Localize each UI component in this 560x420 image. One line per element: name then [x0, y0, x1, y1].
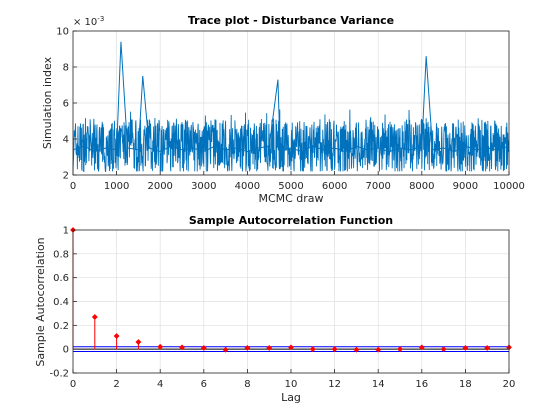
trace-x-tick-label: 10000: [493, 181, 525, 192]
acf-y-ticks: -0.2 0 0.2 0.4 0.6 0.8 1: [49, 226, 77, 380]
trace-y-label: Simulation index: [41, 56, 54, 149]
acf-stem-marker: [397, 346, 403, 353]
trace-noise-line: [72, 109, 510, 172]
trace-x-tick-label: 3000: [191, 181, 216, 192]
trace-x-tick-label: 5000: [278, 181, 303, 192]
acf-x-tick-label: 20: [503, 379, 516, 390]
acf-stem-marker: [200, 345, 207, 351]
acf-stem-marker: [113, 333, 120, 339]
acf-x-tick-label: 12: [328, 379, 341, 390]
trace-series: [72, 41, 510, 172]
acf-x-tick-label: 18: [459, 379, 472, 390]
acf-stem-marker: [157, 343, 164, 350]
acf-x-label: Lag: [281, 391, 301, 404]
acf-x-tick-label: 14: [372, 379, 385, 390]
acf-stem-marker: [135, 339, 142, 345]
trace-x-tick-label: 2000: [147, 181, 172, 192]
acf-x-tick-label: 10: [285, 379, 298, 390]
acf-y-tick-label: 0.4: [53, 297, 69, 308]
acf-y-tick-label: 0.2: [53, 321, 69, 332]
acf-stem-marker: [484, 345, 491, 351]
acf-stem-marker: [440, 346, 447, 353]
trace-y-ticks: 2 4 6 8 10: [56, 27, 77, 182]
trace-x-tick-label: 0: [70, 181, 76, 192]
acf-stem-marker: [353, 346, 360, 353]
acf-stem-marker: [288, 344, 294, 351]
trace-y-tick-label: 4: [63, 135, 69, 146]
acf-x-tick-label: 4: [157, 379, 163, 390]
acf-y-tick-label: 0.8: [53, 249, 69, 260]
acf-y-tick-label: 1: [63, 226, 69, 237]
acf-stem-marker: [331, 346, 338, 353]
acf-x-tick-label: 2: [113, 379, 119, 390]
trace-exponent-label: × 10-3: [73, 15, 104, 28]
trace-y-tick-label: 10: [56, 27, 69, 38]
acf-x-tick-label: 0: [70, 379, 76, 390]
acf-y-label: Sample Autocorrelation: [34, 237, 47, 366]
trace-y-tick-label: 8: [63, 63, 69, 74]
acf-stem-marker: [266, 345, 273, 351]
acf-stem-marker: [91, 314, 98, 320]
acf-stem-marker: [244, 345, 251, 351]
trace-x-tick-label: 9000: [453, 181, 478, 192]
trace-x-tick-label: 6000: [322, 181, 347, 192]
trace-x-ticks: 0 1000 2000 3000 4000 5000 6000 7000 8000 9000 100…: [70, 171, 525, 192]
acf-y-tick-label: -0.2: [49, 369, 69, 380]
trace-x-tick-label: 1000: [104, 181, 129, 192]
acf-stem-marker: [309, 346, 316, 353]
acf-y-tick-label: 0: [63, 345, 69, 356]
trace-title: Trace plot - Disturbance Variance: [188, 14, 394, 27]
acf-stem-marker: [222, 346, 229, 353]
trace-x-tick-label: 8000: [409, 181, 434, 192]
acf-x-tick-label: 8: [244, 379, 250, 390]
acf-x-tick-label: 6: [201, 379, 207, 390]
trace-x-tick-label: 7000: [365, 181, 390, 192]
acf-y-tick-label: 0.6: [53, 273, 69, 284]
acf-stem-marker: [462, 345, 469, 351]
acf-x-tick-label: 16: [415, 379, 428, 390]
acf-plot: 0 2 4 6 8 10 12 14 16 18 20 -0.200.20.40.60.81 Sam…: [34, 214, 515, 404]
trace-x-tick-label: 4000: [235, 181, 260, 192]
acf-title: Sample Autocorrelation Function: [189, 214, 393, 227]
trace-plot: 0 1000 2000 3000 4000 5000 6000 7000 8000 9000 100…: [41, 14, 525, 205]
trace-x-label: MCMC draw: [258, 192, 323, 205]
trace-series-line: [72, 41, 510, 153]
trace-y-tick-label: 6: [63, 99, 69, 110]
acf-stem-marker: [375, 346, 382, 353]
trace-y-tick-label: 2: [63, 171, 69, 182]
acf-x-ticks: 0 2 4 6 8 10 12 14 16 18 20: [70, 369, 516, 390]
acf-stem-marker: [418, 344, 425, 351]
acf-stem-marker: [179, 344, 185, 351]
